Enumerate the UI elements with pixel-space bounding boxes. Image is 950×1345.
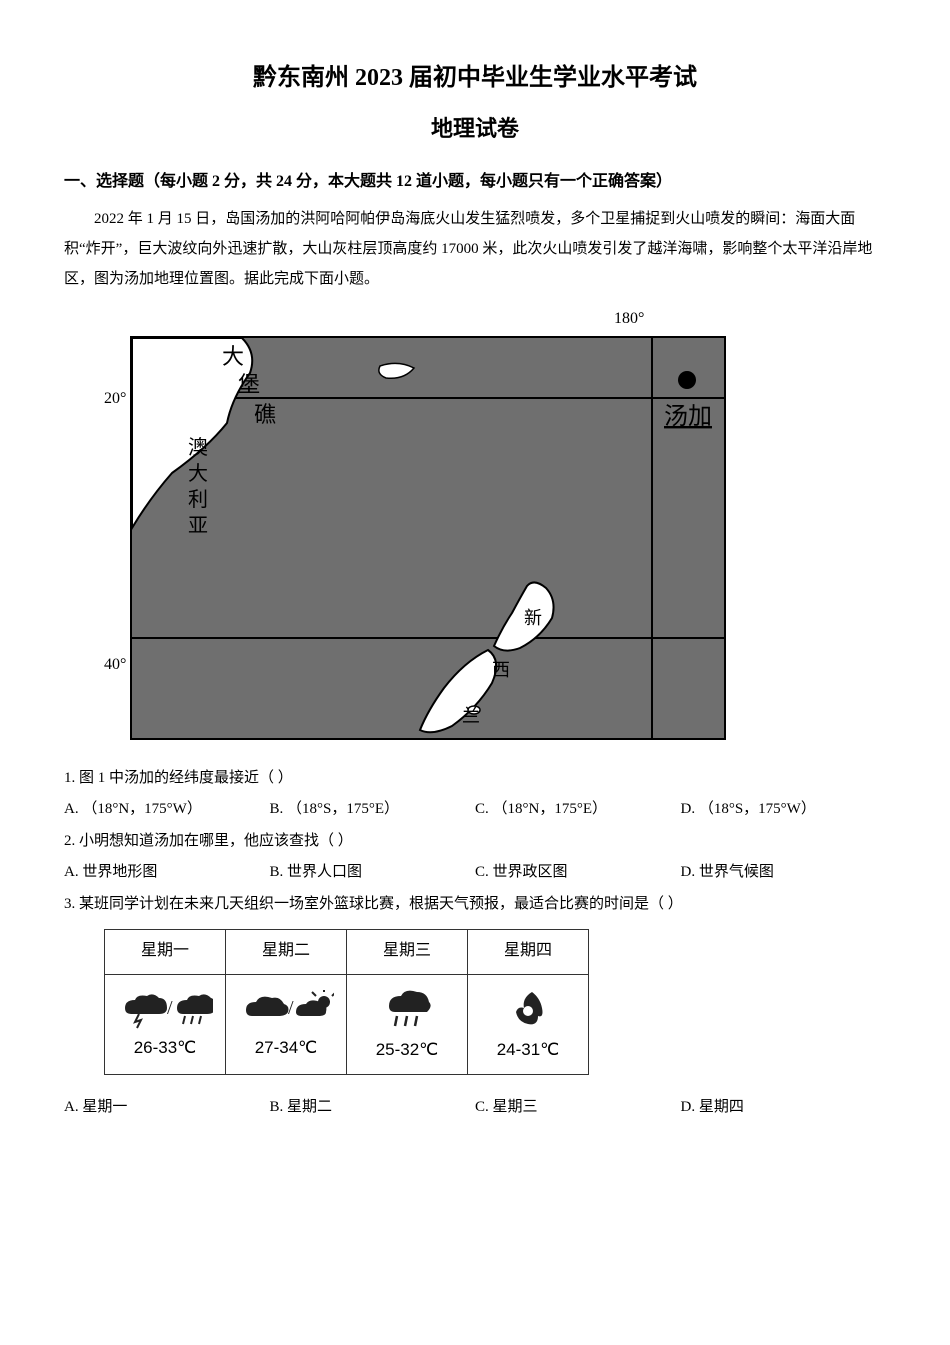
weather-day-4: 星期四 <box>468 929 589 974</box>
q3-option-c[interactable]: C. 星期三 <box>475 1093 681 1122</box>
svg-text:/: / <box>288 997 294 1019</box>
map-text-da: 大 <box>222 344 244 369</box>
map-figure: 180° 20° 40° <box>104 304 886 740</box>
typhoon-icon <box>508 988 548 1032</box>
q1-option-a[interactable]: A. （18°N，175°W） <box>64 795 270 824</box>
map-text-tonga: 汤加 <box>664 403 712 430</box>
map-text-da2: 大 <box>188 462 208 485</box>
q3-option-b[interactable]: B. 星期二 <box>270 1093 476 1122</box>
q1-stem: 1. 图 1 中汤加的经纬度最接近（ ） <box>64 764 886 793</box>
q2-options: A. 世界地形图 B. 世界人口图 C. 世界政区图 D. 世界气候图 <box>64 858 886 887</box>
q1-option-d[interactable]: D. （18°S，175°W） <box>681 795 887 824</box>
weather-cell-3: 25-32℃ <box>347 974 468 1074</box>
q3-options: A. 星期一 B. 星期二 C. 星期三 D. 星期四 <box>64 1093 886 1122</box>
title-sub: 地理试卷 <box>64 108 886 150</box>
q2-option-c[interactable]: C. 世界政区图 <box>475 858 681 887</box>
q3-option-d[interactable]: D. 星期四 <box>681 1093 887 1122</box>
q2-option-a[interactable]: A. 世界地形图 <box>64 858 270 887</box>
map-text-xi: 西 <box>492 660 510 680</box>
heavy-rain-icon <box>377 988 437 1032</box>
map-text-ya: 亚 <box>188 515 208 537</box>
map-text-xin: 新 <box>524 608 542 628</box>
map-text-lan: 兰 <box>462 706 480 726</box>
weather-cell-4: 24-31℃ <box>468 974 589 1074</box>
q2-option-d[interactable]: D. 世界气候图 <box>681 858 887 887</box>
map-text-jiao: 礁 <box>254 402 276 427</box>
lat-20-label: 20° <box>104 384 126 414</box>
weather-temp-4: 24-31℃ <box>469 1034 587 1066</box>
map-text-bao: 堡 <box>238 372 260 397</box>
title-main: 黔东南州 2023 届初中毕业生学业水平考试 <box>64 56 886 102</box>
weather-day-2: 星期二 <box>226 929 347 974</box>
q3-option-a[interactable]: A. 星期一 <box>64 1093 270 1122</box>
tonga-map-svg: 大 堡 礁 澳 大 利 亚 汤加 新 西 兰 <box>130 336 726 740</box>
weather-cell-2: / 27-34℃ <box>226 974 347 1074</box>
q2-option-b[interactable]: B. 世界人口图 <box>270 858 476 887</box>
weather-temp-1: 26-33℃ <box>106 1032 224 1064</box>
weather-forecast-table: 星期一 星期二 星期三 星期四 / 26-33℃ / <box>104 929 589 1075</box>
q1-option-b[interactable]: B. （18°S，175°E） <box>270 795 476 824</box>
weather-day-3: 星期三 <box>347 929 468 974</box>
section-heading: 一、选择题（每小题 2 分，共 24 分，本大题共 12 道小题，每小题只有一个… <box>64 167 886 197</box>
q2-stem: 2. 小明想知道汤加在哪里，他应该查找（ ） <box>64 827 886 856</box>
q3-stem: 3. 某班同学计划在未来几天组织一场室外篮球比赛，根据天气预报，最适合比赛的时间… <box>64 890 886 919</box>
weather-day-1: 星期一 <box>105 929 226 974</box>
longitude-label: 180° <box>614 304 886 334</box>
q1-options: A. （18°N，175°W） B. （18°S，175°E） C. （18°N… <box>64 795 886 824</box>
latitude-labels: 20° 40° <box>104 336 130 680</box>
weather-temp-3: 25-32℃ <box>348 1034 466 1066</box>
svg-text:/: / <box>167 997 173 1019</box>
passage-text: 2022 年 1 月 15 日，岛国汤加的洪阿哈阿帕伊岛海底火山发生猛烈喷发，多… <box>64 204 886 294</box>
cloudy-sunny-icon: / <box>238 990 334 1030</box>
thunder-shower-icon: / <box>117 990 213 1030</box>
lat-40-label: 40° <box>104 650 126 680</box>
map-text-ao: 澳 <box>188 436 208 459</box>
q1-option-c[interactable]: C. （18°N，175°E） <box>475 795 681 824</box>
map-text-li: 利 <box>188 488 208 511</box>
weather-cell-1: / 26-33℃ <box>105 974 226 1074</box>
weather-temp-2: 27-34℃ <box>227 1032 345 1064</box>
